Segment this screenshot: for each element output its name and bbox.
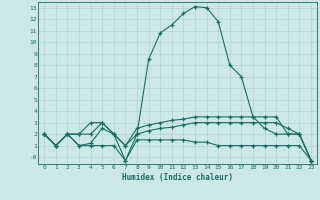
X-axis label: Humidex (Indice chaleur): Humidex (Indice chaleur) bbox=[122, 173, 233, 182]
